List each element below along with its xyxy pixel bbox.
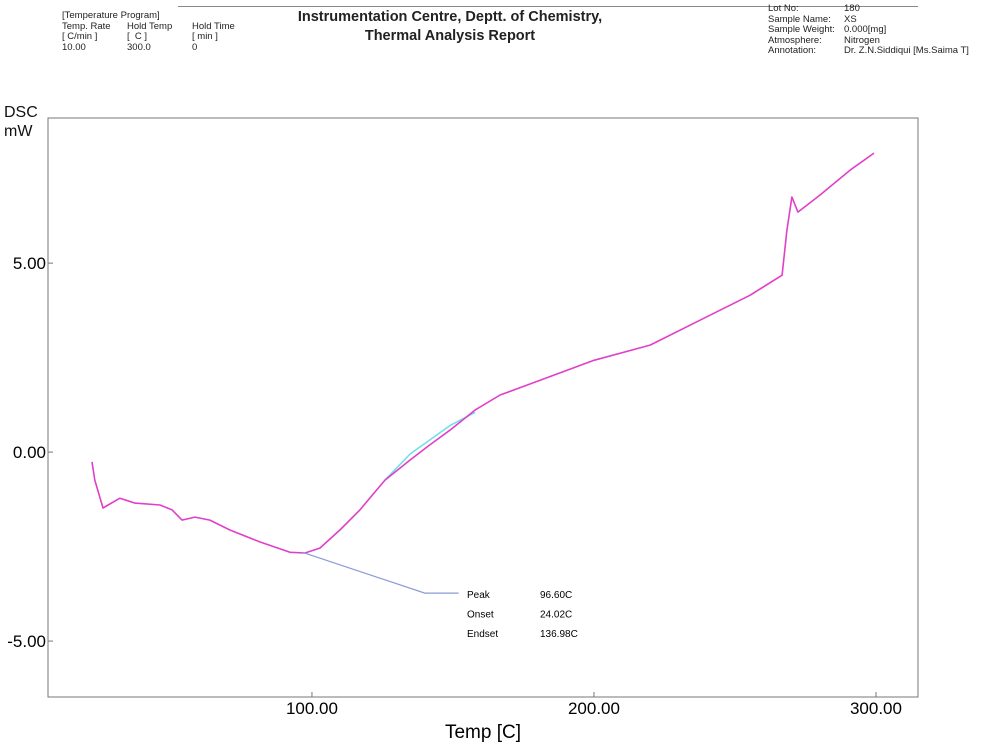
- col-name: Hold Time: [192, 20, 235, 32]
- annotation-value: 96.60C: [540, 590, 572, 601]
- meta-value: Dr. Z.N.Siddiqui [Ms.Saima T]: [844, 45, 969, 57]
- meta-row: Sample Weight: 0.000[mg]: [768, 25, 969, 36]
- series-baseline-line: [384, 411, 476, 481]
- meta-key: Atmosphere:: [768, 34, 822, 46]
- y-label-line-2: mW: [4, 123, 33, 140]
- x-tick-label: 300.00: [850, 699, 902, 718]
- annotation-value: 136.98C: [540, 629, 578, 640]
- col-unit: [ C ]: [127, 31, 148, 42]
- plot-frame: [47, 117, 919, 698]
- col-name: Temp. Rate: [62, 20, 111, 32]
- y-tick-label: 5.00: [13, 254, 46, 273]
- x-tick-label: 100.00: [286, 699, 338, 718]
- meta-row: Annotation: Dr. Z.N.Siddiqui [Ms.Saima T]: [768, 46, 969, 57]
- meta-key: Sample Name:: [768, 13, 831, 25]
- program-title: [Temperature Program]: [62, 10, 160, 21]
- meta-row: Sample Name: XS: [768, 13, 969, 26]
- y-tick-label: 0.00: [13, 443, 46, 462]
- annotation-label: Endset: [467, 629, 498, 640]
- series-DSC-line: [91, 152, 875, 554]
- temperature-program: [Temperature Program] Temp. Rate [ C/min…: [62, 10, 235, 54]
- title-line-1: Instrumentation Centre, Deptt. of Chemis…: [297, 9, 603, 25]
- meta-value: Nitrogen: [844, 34, 880, 46]
- sample-meta: Lot No: 180 Sample Name: XS Sample Weight:…: [768, 3, 969, 57]
- program-col-hold-time: Hold Time [ min ] 0: [192, 20, 235, 54]
- col-value: 300.0: [127, 41, 151, 53]
- col-unit: [ min ]: [192, 31, 218, 42]
- annotation-value: 24.02C: [540, 609, 572, 620]
- meta-key: Annotation:: [768, 45, 817, 57]
- program-col-rate: Temp. Rate [ C/min ] 10.00: [62, 20, 127, 54]
- meta-value: 180: [844, 3, 860, 14]
- y-label-line-1: DSC: [4, 104, 38, 121]
- y-axis-label: DSC mW: [4, 103, 38, 141]
- meta-key: Lot No:: [768, 3, 799, 14]
- title-line-2: Thermal Analysis Report: [364, 28, 536, 44]
- annotation-label: Peak: [467, 590, 491, 601]
- header-rule: [178, 6, 918, 7]
- meta-row: Lot No: 180: [768, 3, 969, 15]
- col-unit: [ C/min ]: [62, 31, 98, 42]
- program-col-hold-temp: Hold Temp [ C ] 300.0: [127, 20, 192, 54]
- meta-key: Sample Weight:: [768, 24, 835, 36]
- x-axis-label: Temp [C]: [445, 722, 521, 743]
- meta-value: 0.000[mg]: [844, 24, 887, 36]
- annotation-label: Onset: [467, 609, 494, 620]
- meta-value: XS: [844, 13, 857, 25]
- col-name: Hold Temp: [127, 20, 173, 32]
- meta-row: Atmosphere: Nitrogen: [768, 34, 969, 47]
- peak-leader-line: [302, 551, 459, 594]
- report-title: Instrumentation Centre, Deptt. of Chemis…: [285, 8, 615, 46]
- col-value: 0: [192, 41, 198, 53]
- x-tick-label: 200.00: [568, 699, 620, 718]
- y-tick-label: -5.00: [7, 632, 46, 651]
- col-value: 10.00: [62, 41, 86, 53]
